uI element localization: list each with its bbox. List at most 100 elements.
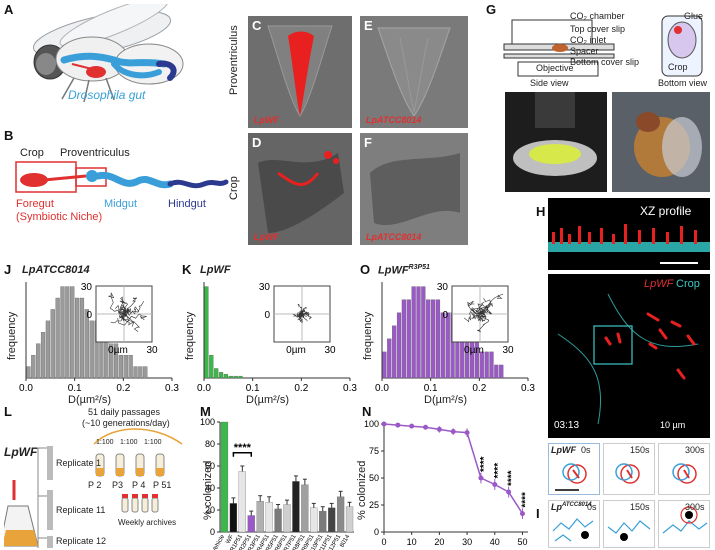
data-point	[436, 426, 442, 432]
label-crop: Crop	[20, 147, 44, 159]
h-inset-t150: 150s	[630, 445, 650, 455]
histogram-bar	[484, 351, 489, 379]
trajectory	[470, 311, 487, 322]
histogram-bar	[36, 343, 41, 379]
g-crop: Crop	[668, 62, 688, 72]
histogram-bar	[401, 299, 406, 379]
histogram-bar	[143, 366, 148, 379]
histogram-bar	[209, 354, 214, 379]
l-p4: P 4	[132, 480, 146, 490]
histogram-bar	[118, 354, 123, 379]
inset-ytick: 30	[259, 282, 271, 293]
bar	[256, 501, 264, 533]
crop-timelapse-image: LpWF Crop 03:13 10 µm	[548, 274, 710, 438]
i-t150: 150s	[630, 502, 650, 512]
histogram-bar	[84, 309, 89, 379]
inset-xzero: 0µm	[286, 345, 306, 356]
label-foregut: Foregut	[16, 198, 54, 210]
l-dilution-3: 1:100	[144, 439, 162, 446]
inset-xend: 30	[324, 345, 336, 356]
data-point	[409, 423, 415, 429]
panel-label-c: C	[252, 18, 262, 33]
panel-label-j: J	[4, 262, 12, 277]
trajectory	[117, 313, 135, 326]
o-ylabel: frequency	[362, 311, 374, 360]
inset-yzero: 0	[264, 310, 270, 321]
significance-label: ****	[479, 456, 490, 472]
x-tick-label: WF	[225, 534, 235, 545]
histogram-bar	[489, 351, 494, 379]
k-ylabel: frequency	[184, 311, 196, 360]
passage-diagram	[4, 428, 183, 548]
significance-label: ****	[234, 442, 252, 454]
y-tick-label: 100	[200, 417, 215, 427]
panel-a-caption: Drosophila gut	[68, 88, 146, 102]
imaging-setup-diagram	[503, 15, 703, 77]
o-title: LpWFR3P51	[378, 264, 430, 277]
j-ylabel: frequency	[6, 311, 18, 360]
trajectory	[471, 303, 483, 315]
histogram-bar	[40, 332, 46, 379]
trajectory	[123, 306, 140, 316]
histogram-bar	[233, 375, 238, 379]
histogram-bar	[79, 297, 85, 379]
h-inset-300s: 300s	[658, 443, 710, 495]
l-p3: P3	[112, 480, 124, 490]
bar	[229, 503, 238, 533]
i-inset-0s: LpATCC8014 0s	[548, 500, 600, 548]
data-point	[506, 489, 512, 495]
bar	[283, 504, 291, 533]
g-objective: Objective	[536, 63, 574, 73]
histogram-bar	[123, 354, 128, 379]
histogram-bar	[411, 286, 416, 379]
histogram-bar	[431, 299, 436, 379]
bar	[310, 507, 318, 533]
data-point	[395, 422, 401, 428]
bar	[328, 507, 336, 533]
micrograph-d-strain: LpWF	[254, 232, 279, 242]
bar	[220, 421, 229, 533]
histogram-bar	[50, 309, 55, 379]
bar	[336, 496, 345, 533]
trajectory	[300, 306, 308, 315]
trajectory	[297, 309, 303, 316]
x-tick-label: 50	[517, 537, 527, 547]
i-inset-150s: 150s	[603, 500, 655, 548]
histogram-k: 0.0 0.1 0.2 0.3 30 0 0µm 30	[197, 282, 357, 394]
panel-label-e: E	[364, 18, 373, 33]
h-timestamp: 03:13	[554, 420, 580, 431]
h-inset-0s: LpWF 0s	[548, 443, 600, 495]
k-xlabel: D(µm²/s)	[246, 394, 289, 406]
data-point	[381, 421, 387, 427]
x-tick-label: 0	[381, 537, 386, 547]
row-label-proventriculus: Proventriculus	[228, 25, 240, 95]
g-top-cover: Top cover slip	[570, 24, 626, 34]
y-tick-label: 80	[205, 439, 215, 449]
panel-label-a: A	[4, 2, 14, 17]
i-strain: LpATCC8014	[551, 502, 592, 512]
trajectory	[479, 294, 504, 315]
x-tick-label: 0.1	[424, 383, 438, 394]
x-tick-label: 0.3	[165, 383, 179, 394]
l-replicate-1: Replicate 1	[56, 458, 102, 468]
histogram-bar	[109, 343, 114, 379]
bar	[238, 471, 246, 533]
y-tick-label: 25	[369, 500, 379, 510]
l-replicate-12: Replicate 12	[56, 536, 107, 546]
xz-profile-title: XZ profile	[640, 204, 692, 218]
x-tick-label: 0.3	[343, 383, 357, 394]
histogram-bar	[499, 364, 504, 379]
inset-xend: 30	[502, 345, 514, 356]
xz-scalebar	[660, 262, 698, 264]
histogram-bar	[214, 368, 219, 379]
trajectory	[467, 300, 481, 315]
micrograph-c-strain: LpWF	[254, 115, 279, 125]
gut-diagram	[15, 161, 229, 193]
histogram-bar	[133, 366, 138, 379]
row-label-crop: Crop	[228, 176, 240, 200]
trajectory	[122, 297, 138, 315]
label-midgut: Midgut	[104, 198, 138, 210]
y-tick-label: 60	[205, 461, 215, 471]
histogram-bar	[440, 312, 445, 379]
data-point	[464, 430, 470, 436]
